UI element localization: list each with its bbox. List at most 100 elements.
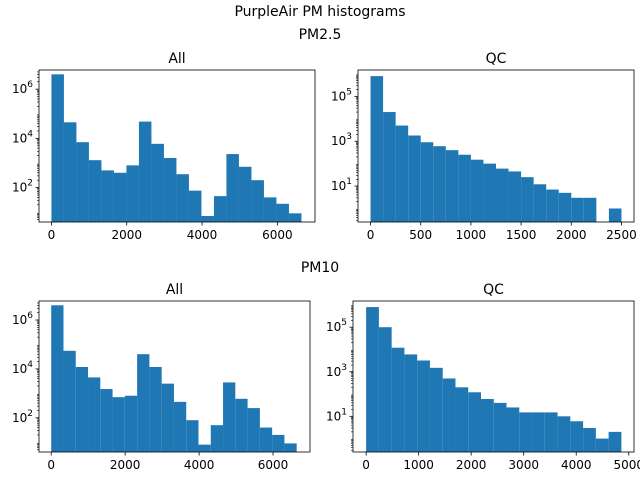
subplots: All 0 2000 4000 6000 102 104 106 QC 0 500 1000 1500 2… xyxy=(12,51,640,472)
histogram-bar xyxy=(483,163,496,222)
histogram-bar xyxy=(88,160,102,222)
histogram-bar xyxy=(263,197,277,222)
subplot-2: QC 0 500 1000 1500 2000 2500 101 103 105 xyxy=(331,51,637,242)
y-tick-label: 103 xyxy=(326,363,347,379)
x-tick-label: 0 xyxy=(367,228,375,242)
histogram-bar xyxy=(151,143,164,222)
histogram-bar xyxy=(417,360,430,452)
histogram-bar xyxy=(442,378,456,452)
y-tick-label: 106 xyxy=(12,311,33,327)
histogram-bar xyxy=(519,412,533,452)
histogram-bar xyxy=(51,305,64,452)
histogram-bar xyxy=(508,171,522,222)
histogram-bar xyxy=(173,401,187,452)
histogram-bar xyxy=(288,213,302,222)
histogram-bar xyxy=(496,168,509,222)
histogram-bar xyxy=(608,431,622,452)
histogram-bar xyxy=(420,142,434,222)
y-tick-label: 102 xyxy=(12,409,33,425)
histogram-bar xyxy=(521,177,534,222)
histogram-bar xyxy=(366,307,379,452)
histogram-bar xyxy=(238,166,252,222)
subplot-title: QC xyxy=(486,51,507,67)
x-tick-label: 0 xyxy=(48,228,56,242)
histogram-bar xyxy=(433,146,446,222)
row-title-pm10: PM10 xyxy=(301,260,339,276)
histogram-bar xyxy=(395,125,409,222)
histogram-bar xyxy=(124,395,138,452)
histogram-bar xyxy=(161,383,174,452)
histogram-bar xyxy=(506,407,520,452)
histogram-bar xyxy=(583,427,596,452)
histogram-bar xyxy=(101,170,114,222)
histogram-bar xyxy=(210,425,224,452)
histogram-bar xyxy=(186,420,199,452)
x-tick-label: 1500 xyxy=(506,228,537,242)
histogram-bar xyxy=(251,180,264,222)
histogram-bar xyxy=(88,377,101,452)
x-tick-label: 2500 xyxy=(606,228,637,242)
histogram-bar xyxy=(223,382,236,452)
histogram-bar xyxy=(458,154,471,222)
histogram-bar xyxy=(480,398,494,452)
y-tick-label: 104 xyxy=(12,360,33,376)
x-tick-label: 2000 xyxy=(556,228,587,242)
histogram-bar xyxy=(51,74,64,222)
y-tick-label: 105 xyxy=(331,87,352,103)
subplot-title: QC xyxy=(483,282,504,298)
histogram-bar xyxy=(201,216,214,222)
x-tick-label: 0 xyxy=(362,458,370,472)
x-tick-label: 500 xyxy=(409,228,432,242)
x-tick-label: 2000 xyxy=(110,458,141,472)
histogram-bar xyxy=(571,197,584,222)
histogram-bar xyxy=(370,76,384,222)
histogram-bar xyxy=(126,165,139,222)
histogram-bar xyxy=(163,157,177,222)
histogram-bar xyxy=(533,184,547,222)
histogram-bar xyxy=(138,121,152,222)
histogram-bar xyxy=(583,197,597,222)
subplot-title: All xyxy=(168,51,185,67)
x-tick-label: 5000 xyxy=(613,458,640,472)
histogram-bar xyxy=(176,174,189,222)
x-tick-label: 3000 xyxy=(508,458,539,472)
y-tick-label: 106 xyxy=(12,80,33,96)
x-tick-label: 6000 xyxy=(258,458,289,472)
x-tick-label: 4000 xyxy=(184,458,215,472)
histogram-bar xyxy=(544,412,558,452)
histogram-bar xyxy=(558,192,572,222)
histogram-bar xyxy=(276,203,289,222)
histogram-bar xyxy=(235,398,248,452)
histogram-bar xyxy=(213,196,227,222)
histogram-bar xyxy=(113,172,127,222)
row-title-pm25: PM2.5 xyxy=(299,27,342,43)
x-tick-label: 2000 xyxy=(111,228,142,242)
histogram-bar xyxy=(455,387,469,452)
histogram-bar xyxy=(608,208,622,222)
subplot-1: All 0 2000 4000 6000 102 104 106 xyxy=(12,51,316,242)
histogram-bar xyxy=(470,159,484,222)
histogram-bar xyxy=(493,402,507,452)
histogram-bar xyxy=(100,389,113,452)
histogram-bar xyxy=(63,122,77,222)
x-tick-label: 1000 xyxy=(403,458,434,472)
y-tick-label: 104 xyxy=(12,129,33,145)
histogram-bar xyxy=(149,366,162,452)
histogram-bar xyxy=(63,350,76,452)
histogram-bar xyxy=(188,190,202,222)
figure-title: PurpleAir PM histograms xyxy=(234,4,405,20)
x-tick-label: 2000 xyxy=(456,458,487,472)
histogram-bar xyxy=(468,392,481,452)
x-tick-label: 4000 xyxy=(561,458,592,472)
x-tick-label: 0 xyxy=(47,458,55,472)
histogram-bar xyxy=(137,354,150,452)
histogram-bar xyxy=(247,408,260,452)
histogram-bar xyxy=(445,150,459,222)
histogram-bars xyxy=(366,307,622,452)
histogram-bar xyxy=(272,434,285,452)
y-tick-label: 102 xyxy=(12,179,33,195)
x-tick-label: 6000 xyxy=(262,228,293,242)
y-tick-label: 105 xyxy=(326,318,347,334)
histogram-bar xyxy=(408,135,421,222)
